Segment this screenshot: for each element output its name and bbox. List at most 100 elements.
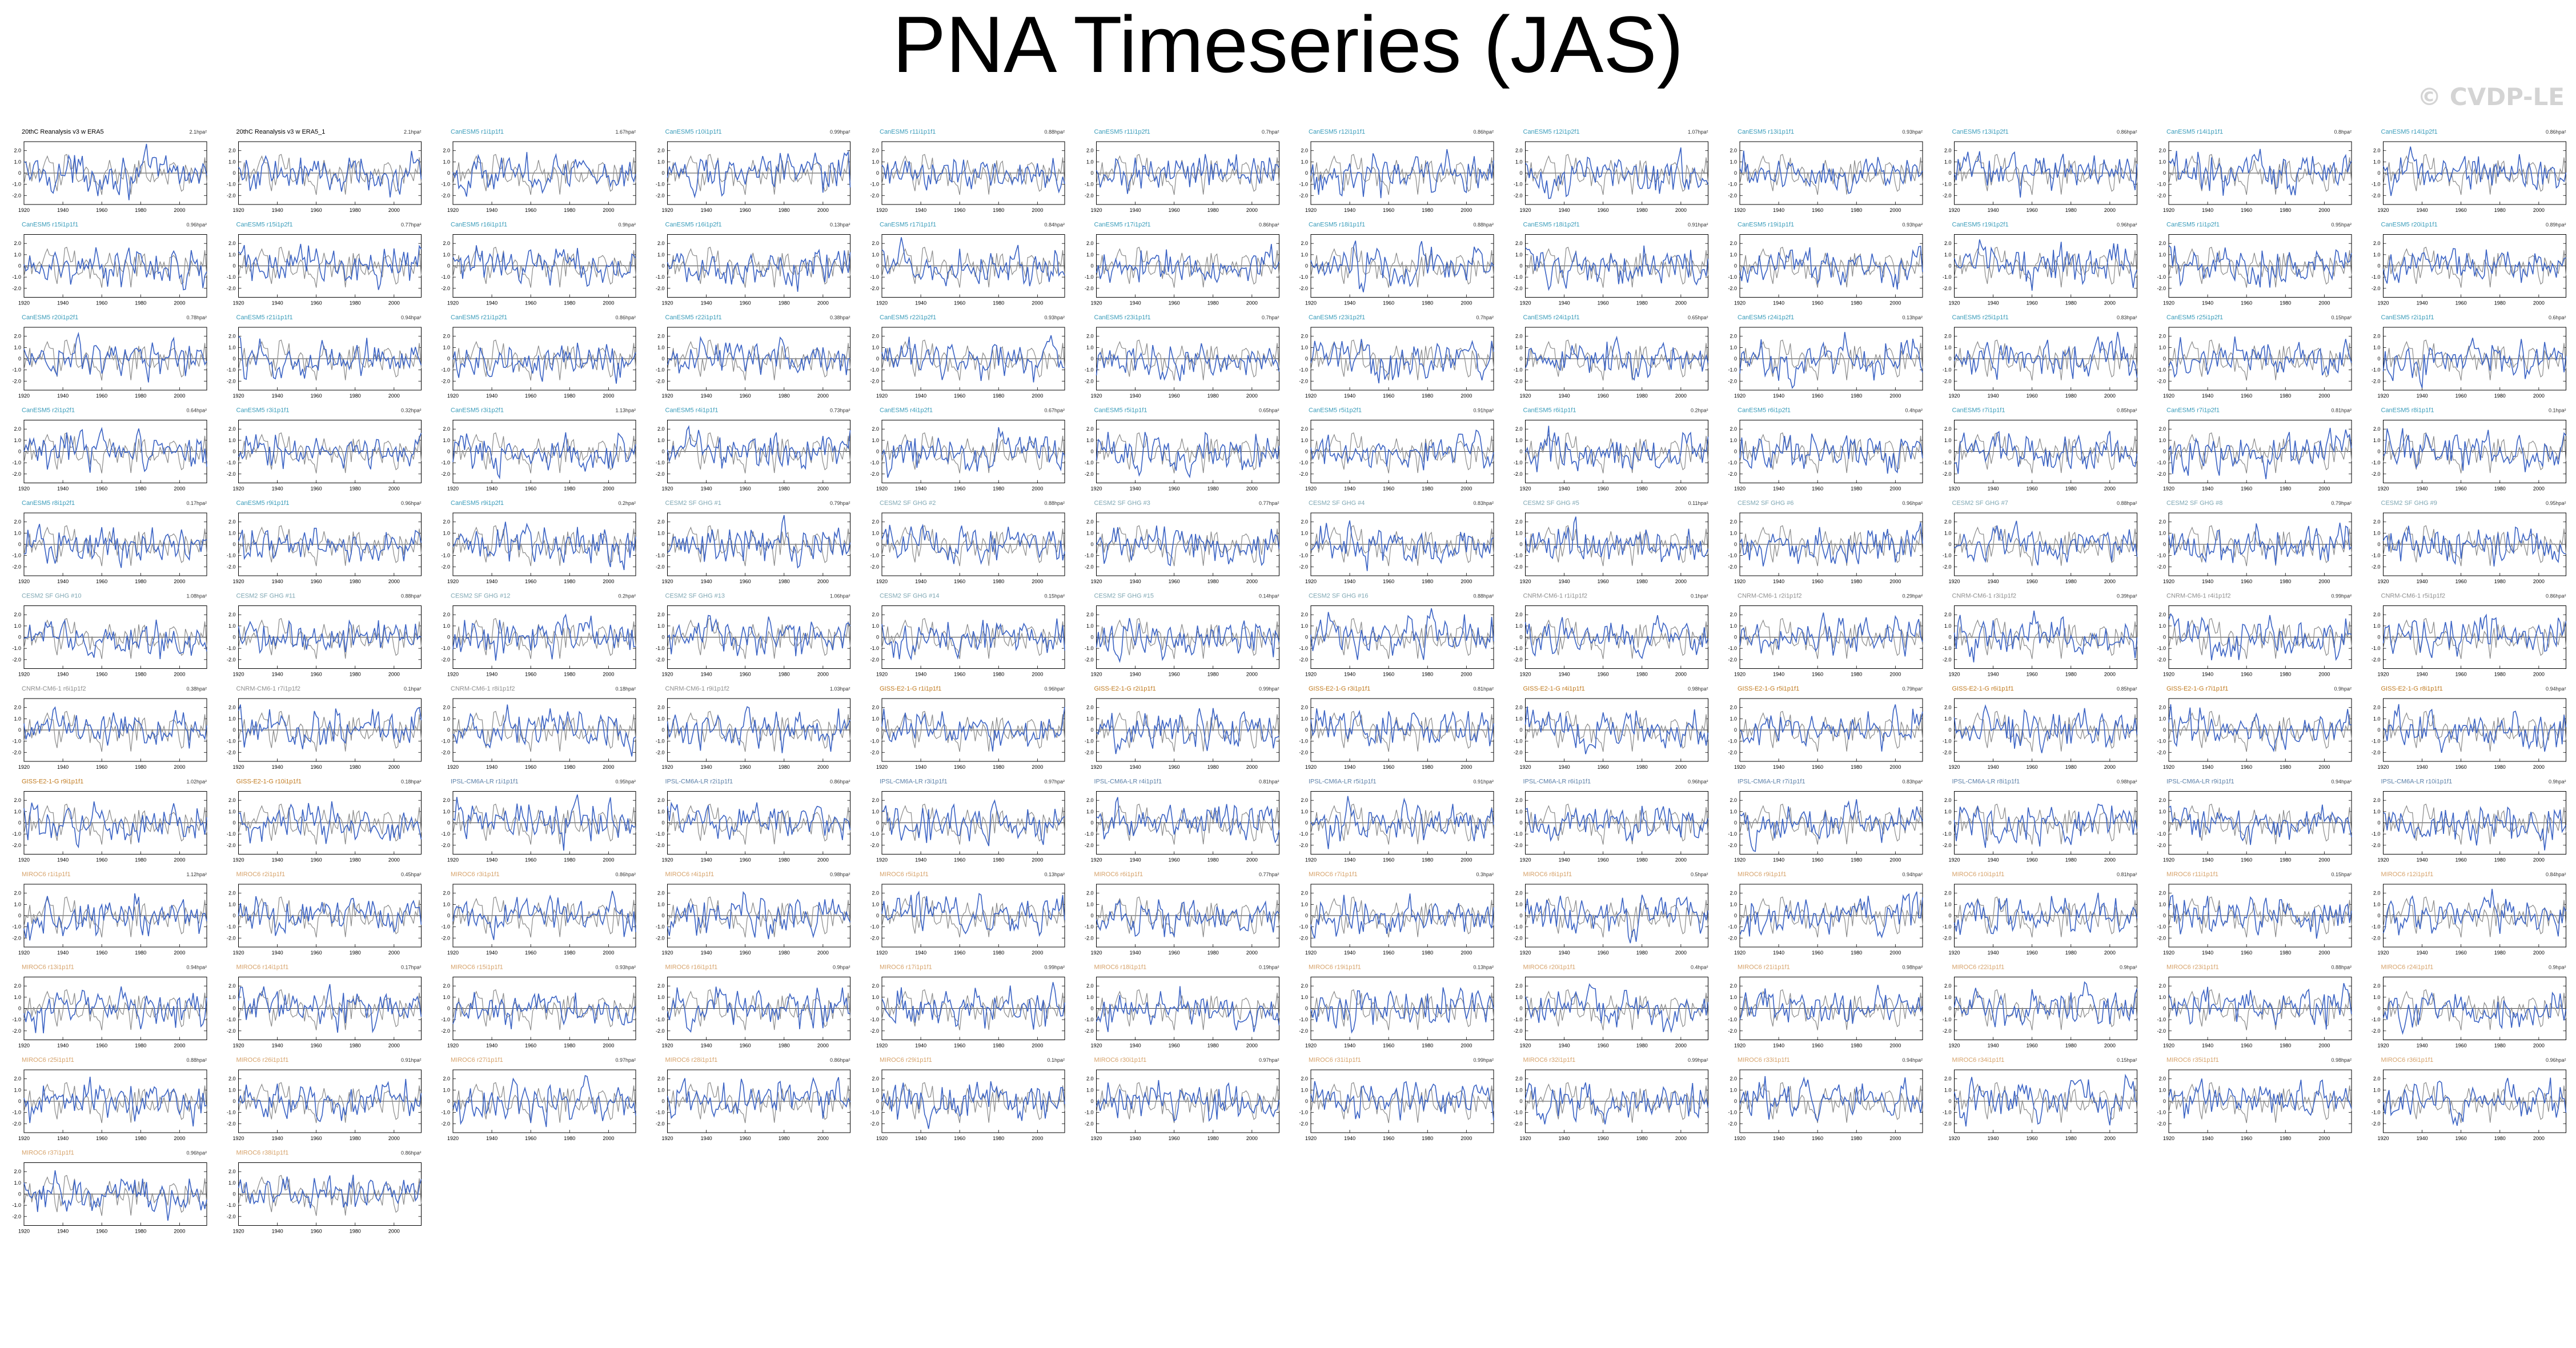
y-tick-label: 0 bbox=[1948, 727, 1951, 733]
y-tick-label: 0 bbox=[1519, 635, 1522, 640]
panel-title: 20thC Reanalysis v3 w ERA5_1 bbox=[236, 129, 326, 135]
y-tick-label: -1.0 bbox=[1514, 182, 1523, 187]
x-tick-label: 1920 bbox=[661, 579, 673, 584]
x-tick-label: 1960 bbox=[311, 672, 322, 677]
panel-title: IPSL-CM6A-LR r4i1p1f1 bbox=[1094, 779, 1162, 785]
x-tick-label: 1960 bbox=[1812, 300, 1823, 306]
x-tick-label: 1940 bbox=[2202, 579, 2213, 584]
reference-series-line bbox=[667, 339, 851, 381]
panel-title: CanESM5 r13i1p1f1 bbox=[1738, 129, 1794, 135]
panel-title: CanESM5 r5i1p2f1 bbox=[1309, 407, 1362, 414]
x-tick-label: 1960 bbox=[2241, 579, 2252, 584]
y-tick-label: -1.0 bbox=[870, 831, 879, 837]
y-tick-label: 0 bbox=[661, 263, 664, 269]
y-tick-label: -2.0 bbox=[1728, 286, 1737, 291]
x-tick-label: 1980 bbox=[2065, 857, 2077, 863]
x-tick-label: 1960 bbox=[2241, 672, 2252, 677]
reference-series-line bbox=[1310, 896, 1494, 938]
x-tick-label: 1940 bbox=[701, 393, 712, 399]
y-tick-label: 2.0 bbox=[14, 612, 21, 617]
x-tick-label: 1940 bbox=[1130, 764, 1141, 770]
y-tick-label: 1.0 bbox=[1301, 159, 1308, 165]
model-series-line bbox=[1096, 154, 1280, 194]
y-tick-label: 2.0 bbox=[1086, 334, 1094, 339]
y-tick-label: 1.0 bbox=[2373, 252, 2381, 258]
y-tick-label: -2.0 bbox=[2157, 564, 2166, 569]
x-tick-label: 1980 bbox=[350, 579, 361, 584]
panel-title: MIROC6 r9i1p1f1 bbox=[1738, 871, 1787, 878]
x-tick-label: 1920 bbox=[876, 764, 888, 770]
y-tick-label: -2.0 bbox=[12, 1214, 21, 1219]
panel-title: CanESM5 r15i1p1f1 bbox=[22, 222, 78, 228]
model-series-line bbox=[23, 1077, 207, 1127]
x-tick-label: 1980 bbox=[1636, 672, 1648, 677]
y-tick-label: 1.0 bbox=[2158, 623, 2166, 629]
x-tick-label: 1960 bbox=[2241, 764, 2252, 770]
y-tick-label: 1.0 bbox=[14, 438, 21, 443]
y-tick-label: -1.0 bbox=[870, 460, 879, 466]
y-tick-label: 1.0 bbox=[657, 809, 665, 815]
x-tick-label: 1980 bbox=[993, 1043, 1004, 1049]
x-tick-label: 1960 bbox=[525, 300, 536, 306]
panel-stat: 0.4hpa² bbox=[1905, 408, 1923, 414]
reference-series-line bbox=[881, 154, 1065, 195]
model-series-line bbox=[2168, 522, 2352, 565]
model-series-line bbox=[1310, 429, 1494, 471]
y-tick-label: -2.0 bbox=[2372, 192, 2381, 198]
x-tick-label: 1960 bbox=[954, 486, 965, 492]
x-tick-label: 1980 bbox=[2494, 950, 2506, 956]
x-tick-label: 2000 bbox=[2318, 764, 2330, 770]
panel-stat: 0.83hpa² bbox=[1473, 500, 1494, 506]
x-tick-label: 1980 bbox=[1851, 393, 1862, 399]
reference-series-line bbox=[1953, 525, 2138, 567]
y-tick-label: 2.0 bbox=[1730, 797, 1737, 803]
x-tick-label: 1940 bbox=[1988, 300, 1999, 306]
x-tick-label: 1920 bbox=[1090, 207, 1102, 213]
x-tick-label: 1920 bbox=[876, 579, 888, 584]
x-tick-label: 1940 bbox=[701, 1043, 712, 1049]
x-tick-label: 1920 bbox=[661, 950, 673, 956]
x-tick-label: 2000 bbox=[1889, 579, 1901, 584]
y-tick-label: 2.0 bbox=[2373, 240, 2381, 246]
x-tick-label: 1960 bbox=[2241, 950, 2252, 956]
model-series-line bbox=[1096, 617, 1280, 663]
y-tick-label: 0 bbox=[1305, 913, 1308, 918]
y-tick-label: -2.0 bbox=[2157, 657, 2166, 663]
y-tick-label: 2.0 bbox=[1301, 983, 1308, 989]
x-tick-label: 1960 bbox=[2027, 950, 2038, 956]
panel-title: MIROC6 r18i1p1f1 bbox=[1094, 964, 1147, 971]
x-tick-label: 2000 bbox=[1889, 300, 1901, 306]
y-tick-label: 1.0 bbox=[2373, 901, 2381, 907]
x-tick-label: 1920 bbox=[661, 207, 673, 213]
y-tick-label: 1.0 bbox=[2158, 252, 2166, 258]
panel-stat: 0.19hpa² bbox=[1259, 965, 1279, 970]
y-tick-label: -1.0 bbox=[870, 182, 879, 187]
x-tick-label: 1920 bbox=[1305, 1136, 1317, 1141]
y-tick-label: -2.0 bbox=[1943, 378, 1952, 384]
model-series-line bbox=[1954, 520, 2138, 565]
y-tick-label: 1.0 bbox=[1515, 901, 1523, 907]
y-tick-label: 1.0 bbox=[1086, 1087, 1094, 1093]
x-tick-label: 1920 bbox=[1090, 300, 1102, 306]
timeseries-panel: CanESM5 r20i1p2f1 0.78hpa²2.01.00-1.0-2.0… bbox=[12, 314, 207, 399]
x-tick-label: 1920 bbox=[876, 300, 888, 306]
y-tick-label: 0 bbox=[1519, 727, 1522, 733]
y-tick-label: -1.0 bbox=[441, 645, 450, 651]
timeseries-panel: IPSL-CM6A-LR r1i1p1f1 0.95hpa²2.01.00-1.0… bbox=[441, 779, 636, 863]
y-tick-label: 0 bbox=[661, 727, 664, 733]
model-series-line bbox=[881, 427, 1065, 478]
x-tick-label: 1940 bbox=[272, 579, 283, 584]
x-tick-label: 2000 bbox=[1246, 764, 1258, 770]
x-tick-label: 1940 bbox=[1130, 486, 1141, 492]
y-tick-label: 0 bbox=[2377, 820, 2380, 826]
model-series-line bbox=[881, 890, 1065, 937]
y-tick-label: 2.0 bbox=[14, 705, 21, 711]
x-tick-label: 1980 bbox=[2280, 207, 2291, 213]
x-tick-label: 1940 bbox=[1773, 579, 1784, 584]
y-tick-label: -2.0 bbox=[12, 935, 21, 941]
x-tick-label: 2000 bbox=[817, 393, 829, 399]
y-tick-label: 0 bbox=[1948, 356, 1951, 362]
x-tick-label: 1940 bbox=[1130, 393, 1141, 399]
y-tick-label: -2.0 bbox=[1514, 1121, 1523, 1126]
x-tick-label: 1960 bbox=[525, 393, 536, 399]
